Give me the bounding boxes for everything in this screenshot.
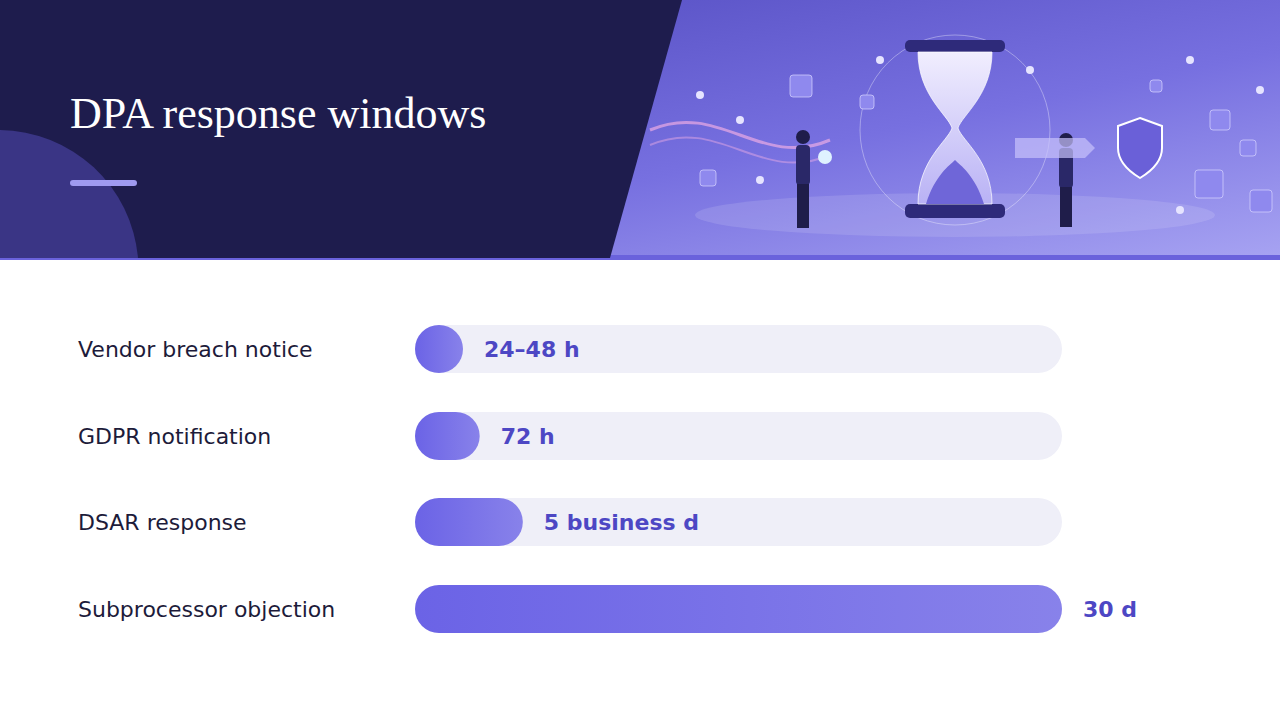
cube <box>1250 190 1272 212</box>
wave <box>650 122 830 147</box>
category-label: Vendor breach notice <box>78 337 313 362</box>
bar <box>415 412 480 460</box>
tracks <box>415 325 1062 633</box>
person-legs <box>1060 187 1072 227</box>
dot <box>1256 86 1264 94</box>
bar <box>415 585 1062 633</box>
category-label: GDPR notification <box>78 424 271 449</box>
title: DPA response windows <box>70 89 486 138</box>
bar-track <box>415 498 1062 546</box>
value-label: 5 business d <box>544 510 699 535</box>
category-label: DSAR response <box>78 510 247 535</box>
orb <box>818 150 832 164</box>
bar-track <box>415 325 1062 373</box>
header-shape <box>0 130 138 258</box>
illustration <box>650 35 1272 237</box>
hourglass-base <box>905 204 1005 218</box>
bar-track <box>415 412 1062 460</box>
cube <box>860 95 874 109</box>
value-label: 72 h <box>501 424 555 449</box>
cube <box>1210 110 1230 130</box>
value-label: 30 d <box>1083 597 1137 622</box>
ring <box>860 35 1050 225</box>
hourglass-cap <box>905 40 1005 52</box>
cube <box>1150 80 1162 92</box>
dot <box>1026 66 1034 74</box>
cube <box>700 170 716 186</box>
dot <box>876 56 884 64</box>
category-label: Subprocessor objection <box>78 597 335 622</box>
cube <box>1195 170 1223 198</box>
title-underline <box>70 180 137 186</box>
sand <box>926 160 984 204</box>
shield <box>1118 118 1162 178</box>
bars <box>415 325 1062 633</box>
dot <box>736 116 744 124</box>
bar-track <box>415 585 1062 633</box>
arrow <box>1015 138 1095 158</box>
chart-root: DPA response windows Vendor breach notice… <box>0 0 1280 720</box>
dot <box>1186 56 1194 64</box>
dot <box>696 91 704 99</box>
cube <box>1240 140 1256 156</box>
chart-svg: DPA response windows Vendor breach notice… <box>0 0 1280 720</box>
dot <box>756 176 764 184</box>
header-panel <box>0 0 682 258</box>
bar <box>415 325 463 373</box>
labels: Vendor breach notice 24–48 h GDPR notifica… <box>78 337 1137 622</box>
person-head <box>796 130 810 144</box>
person-body <box>796 145 810 185</box>
person-legs <box>797 184 809 228</box>
value-label: 24–48 h <box>484 337 580 362</box>
hourglass <box>918 52 992 204</box>
header-illustration-bg <box>0 0 1280 258</box>
bar <box>415 498 523 546</box>
dot <box>1176 206 1184 214</box>
cube <box>790 75 812 97</box>
